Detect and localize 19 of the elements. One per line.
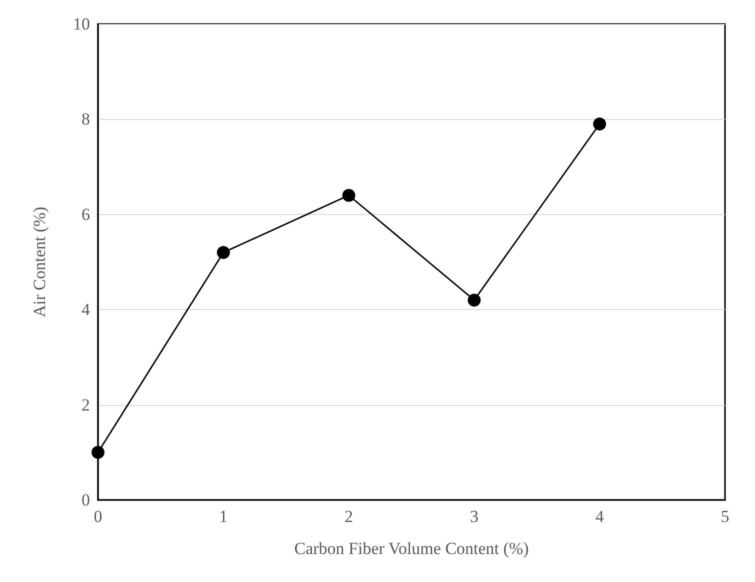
- x-tick-label: 2: [344, 507, 354, 526]
- point: [468, 294, 481, 307]
- x-tick-label: 0: [94, 507, 102, 526]
- point: [216, 246, 230, 259]
- point: [342, 188, 356, 202]
- y-tick-label: 2: [82, 395, 90, 414]
- x-tick-label: 1: [219, 507, 228, 526]
- x-tick-label: 4: [595, 507, 604, 526]
- point: [593, 117, 606, 130]
- y-tick-label: 4: [82, 300, 90, 320]
- y-axis-title: Air Content (%): [30, 206, 49, 318]
- y-tick-label: 0: [82, 490, 90, 510]
- x-tick-label: 5: [720, 507, 730, 526]
- y-tick-label: 10: [73, 14, 90, 34]
- y-tick-label: 8: [82, 110, 90, 129]
- y-tick-label: 6: [82, 204, 90, 224]
- point: [92, 446, 104, 459]
- x-tick-label: 3: [470, 507, 478, 526]
- x-axis-title: Carbon Fiber Volume Content (%): [294, 539, 529, 558]
